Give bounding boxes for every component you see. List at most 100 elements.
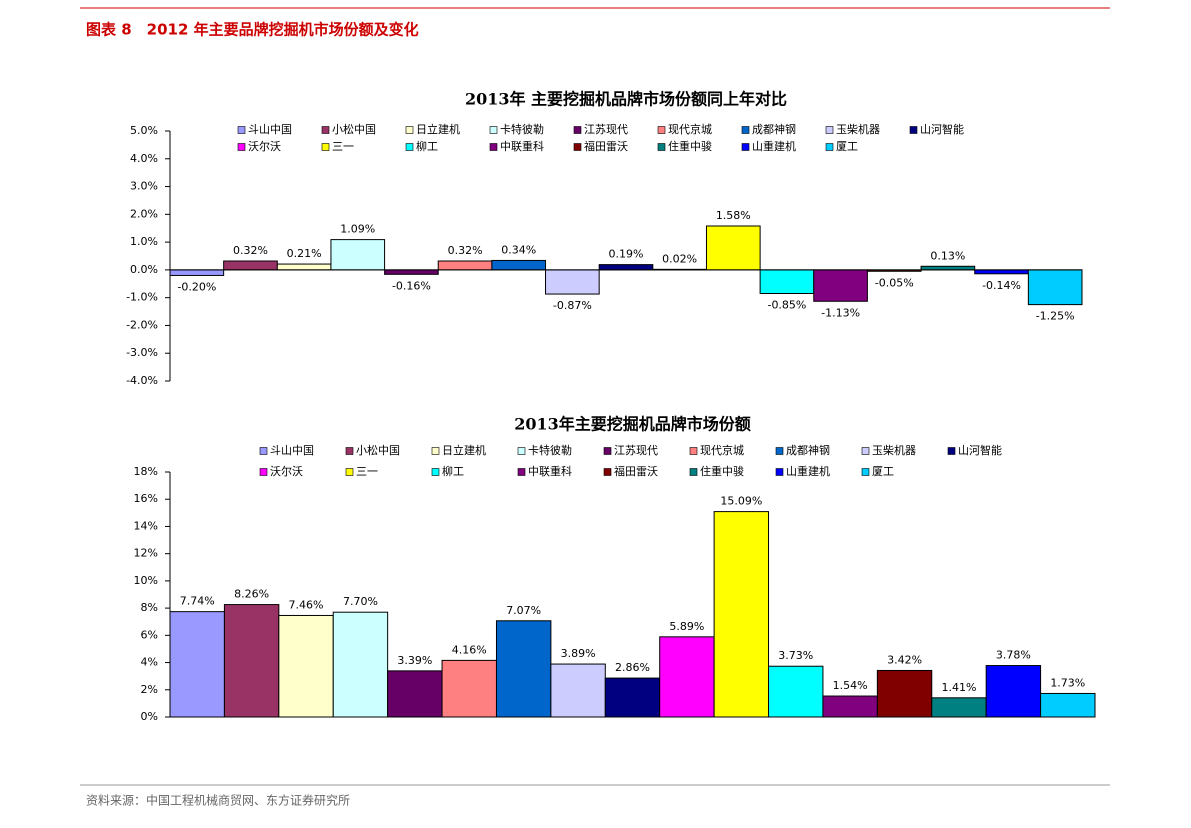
legend-swatch [237, 126, 246, 134]
legend-label: 福田雷沃 [584, 139, 628, 153]
source-note: 资料来源：中国工程机械商贸网、东方证券研究所 [86, 793, 350, 808]
legend-swatch [689, 468, 698, 476]
value-label: -0.85% [767, 299, 806, 312]
bar [1027, 269, 1083, 306]
y-tick-label: 8% [141, 601, 158, 614]
legend-label: 小松中国 [332, 122, 376, 136]
bar [705, 225, 761, 271]
legend-swatch [345, 447, 354, 455]
legend-label: 成都神钢 [752, 122, 796, 136]
bar [169, 611, 225, 718]
legend-swatch [775, 468, 784, 476]
bar [387, 670, 443, 718]
y-tick-label: 5.0% [130, 124, 158, 137]
legend-swatch [259, 468, 268, 476]
value-label: 8.26% [234, 588, 269, 601]
legend-swatch [321, 126, 330, 134]
y-tick-label: 1.0% [130, 235, 158, 248]
value-label: 0.32% [448, 244, 483, 257]
y-tick-label: 0% [141, 710, 158, 723]
legend-swatch [861, 468, 870, 476]
y-tick-label: 4% [141, 656, 158, 669]
legend-swatch [909, 126, 918, 134]
header-title: 图表 8 2012 年主要品牌挖掘机市场份额及变化 [86, 21, 419, 39]
legend-swatch [321, 143, 330, 151]
bar [920, 265, 976, 271]
legend-label: 成都神钢 [786, 443, 830, 457]
bar [437, 260, 493, 271]
legend-label: 柳工 [442, 464, 464, 478]
legend-swatch [431, 468, 440, 476]
legend-swatch [603, 468, 612, 476]
chart-title: 2013年 主要挖掘机品牌市场份额同上年对比 [465, 90, 787, 109]
legend-label: 江苏现代 [614, 444, 658, 457]
legend-label: 住重中骏 [700, 464, 744, 478]
bar [876, 669, 933, 718]
legend-swatch [405, 143, 414, 151]
legend-swatch [775, 447, 784, 455]
legend-label: 江苏现代 [584, 123, 628, 136]
value-label: -1.13% [821, 306, 860, 319]
y-tick-label: -3.0% [126, 346, 158, 359]
value-label: 0.21% [287, 247, 322, 260]
bar [931, 697, 987, 718]
value-label: -0.14% [982, 279, 1021, 292]
legend-label: 福田雷沃 [614, 464, 658, 478]
bar [278, 614, 334, 718]
y-tick-label: 6% [141, 628, 158, 641]
legend-swatch [657, 143, 666, 151]
value-label: 7.46% [289, 598, 324, 611]
y-tick-label: 14% [134, 519, 158, 532]
legend-label: 卡特彼勒 [528, 443, 572, 457]
legend-label: 厦工 [836, 140, 858, 153]
y-tick-label: 16% [134, 492, 158, 505]
bar [276, 263, 332, 271]
value-label: 1.54% [833, 679, 868, 692]
bar [813, 269, 868, 302]
value-label: 0.34% [501, 243, 536, 256]
legend-swatch [741, 143, 750, 151]
value-label: 7.74% [180, 595, 215, 608]
value-label: 0.32% [233, 244, 268, 257]
legend-label: 厦工 [872, 465, 894, 478]
value-label: 15.09% [720, 495, 762, 508]
y-tick-label: 12% [134, 547, 158, 560]
bar [768, 665, 824, 718]
y-tick-label: 2.0% [130, 207, 158, 220]
bar [598, 264, 654, 271]
legend-label: 山重建机 [786, 464, 830, 478]
legend-label: 日立建机 [416, 122, 460, 136]
y-tick-label: -2.0% [126, 318, 158, 331]
value-label: 3.89% [561, 647, 596, 660]
legend-label: 日立建机 [442, 443, 486, 457]
y-tick-label: 10% [134, 574, 158, 587]
legend-swatch [237, 143, 246, 151]
value-label: 0.19% [609, 248, 644, 261]
legend-label: 住重中骏 [668, 139, 712, 153]
y-tick-label: 0.0% [130, 263, 158, 276]
bar [169, 269, 225, 276]
legend-label: 玉柴机器 [872, 443, 916, 457]
bar [1040, 692, 1096, 718]
bar [495, 620, 552, 718]
legend-swatch [689, 447, 698, 455]
legend-label: 中联重科 [500, 139, 544, 153]
bar [332, 611, 389, 718]
bar [759, 269, 815, 294]
legend-swatch [259, 447, 268, 455]
value-label: 3.42% [887, 653, 922, 666]
legend-swatch [489, 126, 498, 134]
bar [223, 260, 278, 271]
legend-swatch [741, 126, 750, 134]
legend-swatch [657, 126, 666, 134]
value-label: 1.58% [716, 209, 751, 222]
legend-swatch [825, 126, 834, 134]
legend-swatch [861, 447, 870, 455]
legend-label: 斗山中国 [248, 123, 292, 136]
value-label: 4.16% [452, 643, 487, 656]
chart-title: 2013年主要挖掘机品牌市场份额 [514, 415, 751, 434]
y-tick-label: -1.0% [126, 291, 158, 304]
legend-swatch [825, 143, 834, 151]
value-label: 3.78% [996, 649, 1031, 662]
